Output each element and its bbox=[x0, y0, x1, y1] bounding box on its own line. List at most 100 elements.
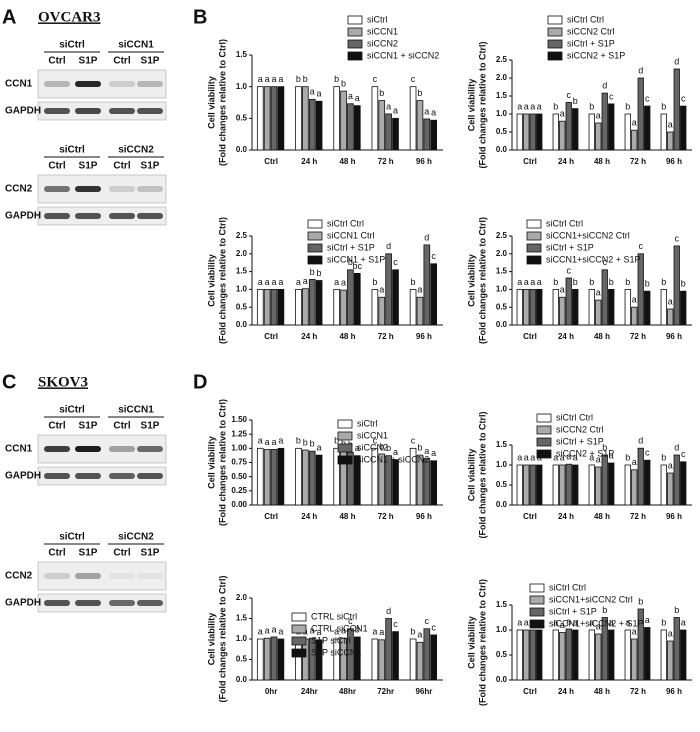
x-tick-label: 48hr bbox=[339, 687, 356, 696]
y-tick-label: 0.0 bbox=[496, 320, 508, 329]
bar bbox=[595, 122, 602, 151]
blot-band bbox=[109, 81, 135, 87]
bar bbox=[523, 288, 530, 326]
treatment-label: siCtrl bbox=[59, 532, 85, 543]
x-tick-label: 48 h bbox=[594, 332, 610, 341]
significance-letter: c bbox=[566, 90, 571, 100]
significance-letter: a bbox=[609, 450, 614, 460]
blot-band bbox=[137, 600, 163, 606]
significance-letter: a bbox=[393, 447, 398, 457]
significance-letter: a bbox=[355, 93, 360, 103]
legend-swatch bbox=[337, 455, 353, 465]
x-tick-label: 48 h bbox=[594, 687, 610, 696]
bar bbox=[315, 280, 323, 326]
significance-letter: b bbox=[303, 74, 308, 84]
bar bbox=[667, 472, 674, 506]
y-axis-label: Cell viability bbox=[206, 76, 216, 129]
bar bbox=[559, 296, 566, 326]
significance-letter: a bbox=[632, 626, 637, 636]
lane-label: Ctrl bbox=[48, 421, 65, 432]
blot-image bbox=[37, 466, 167, 486]
significance-letter: b bbox=[553, 277, 558, 287]
legend-label: siCtrl + S1P bbox=[327, 242, 375, 252]
bar bbox=[333, 288, 340, 326]
significance-letter: b bbox=[589, 277, 594, 287]
significance-letter: c bbox=[681, 449, 686, 459]
significance-letter: c bbox=[393, 619, 398, 629]
significance-letter: a bbox=[271, 437, 276, 447]
bar bbox=[409, 638, 417, 681]
bar bbox=[559, 632, 566, 681]
bar bbox=[263, 86, 271, 151]
bar bbox=[624, 629, 631, 681]
blot-band bbox=[137, 186, 163, 192]
bar bbox=[256, 638, 264, 681]
y-axis-label: (Fold changes relative to Ctrl) bbox=[477, 411, 487, 538]
y-tick-label: 1.0 bbox=[496, 625, 508, 634]
cell-line: SKOV3 bbox=[38, 374, 88, 390]
bar bbox=[295, 288, 302, 326]
bar bbox=[516, 288, 523, 326]
bar bbox=[644, 290, 651, 326]
blot-band bbox=[44, 186, 70, 192]
legend-label: siCCN2 + S1P bbox=[556, 448, 614, 458]
legend-label: siCCN1 + siCCN2 bbox=[367, 50, 439, 60]
x-tick-label: Ctrl bbox=[264, 157, 278, 166]
bar bbox=[353, 455, 361, 506]
significance-letter: b bbox=[573, 277, 578, 287]
legend-swatch bbox=[529, 595, 545, 605]
significance-letter: b bbox=[334, 74, 339, 84]
significance-letter: a bbox=[258, 74, 263, 84]
bar bbox=[673, 617, 680, 681]
bar bbox=[308, 450, 316, 506]
significance-letter: a bbox=[431, 108, 436, 118]
legend-swatch bbox=[307, 243, 323, 253]
bar bbox=[680, 461, 687, 506]
significance-letter: a bbox=[517, 617, 522, 627]
bar bbox=[277, 86, 285, 151]
y-axis-label: Cell viability bbox=[466, 616, 476, 669]
bar bbox=[624, 288, 631, 326]
bar bbox=[660, 464, 667, 506]
bar bbox=[637, 77, 644, 151]
significance-letter: c bbox=[674, 233, 679, 243]
y-tick-label: 0.0 bbox=[496, 675, 508, 684]
protein-label: CCN1 bbox=[5, 444, 33, 455]
significance-letter: a bbox=[424, 106, 429, 116]
bar bbox=[572, 108, 579, 151]
bar bbox=[385, 618, 392, 681]
legend-label: S1P siCCN1 bbox=[311, 647, 361, 657]
bar bbox=[631, 129, 638, 151]
significance-letter: c bbox=[348, 616, 353, 626]
lane-label: S1P bbox=[141, 161, 160, 172]
blot-band bbox=[137, 446, 163, 452]
legend-swatch bbox=[547, 51, 563, 61]
y-axis-label: (Fold changes relative to Ctrl) bbox=[217, 575, 227, 702]
lane-label: S1P bbox=[79, 56, 98, 67]
significance-letter: a bbox=[424, 446, 429, 456]
bar bbox=[308, 279, 316, 326]
blot-band bbox=[109, 108, 135, 114]
x-tick-label: 24hr bbox=[301, 687, 318, 696]
blot-band bbox=[75, 81, 101, 87]
lane-label: S1P bbox=[79, 548, 98, 559]
blot-band bbox=[109, 600, 135, 606]
bar bbox=[353, 636, 361, 681]
significance-letter: c bbox=[566, 265, 571, 275]
significance-letter: a bbox=[271, 74, 276, 84]
significance-letter: a bbox=[668, 628, 673, 638]
bar bbox=[409, 447, 417, 506]
y-axis-label: (Fold changes relative to Ctrl) bbox=[217, 217, 227, 344]
legend-label: siCtrl Ctrl bbox=[567, 14, 604, 24]
blot-band bbox=[44, 600, 70, 606]
bar bbox=[277, 638, 285, 681]
legend-swatch bbox=[547, 39, 563, 49]
lane-label: Ctrl bbox=[48, 56, 65, 67]
bar bbox=[680, 629, 687, 681]
bar bbox=[595, 633, 602, 681]
legend-swatch bbox=[337, 419, 353, 429]
y-tick-label: 1.00 bbox=[231, 443, 247, 452]
significance-letter: d bbox=[424, 232, 429, 242]
y-tick-label: 2.0 bbox=[496, 249, 508, 258]
bar bbox=[430, 119, 438, 151]
